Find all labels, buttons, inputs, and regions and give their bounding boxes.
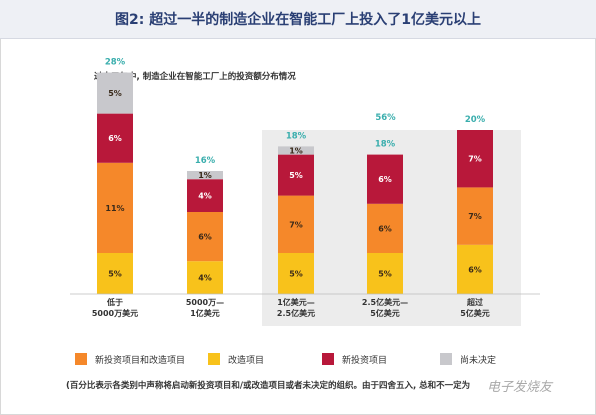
bar-value-label: 4%	[198, 192, 212, 201]
legend-label: 新投资项目和改造项目	[95, 353, 185, 366]
total-label: 18%	[375, 140, 396, 150]
bar-value-label: 5%	[289, 270, 303, 279]
legend-swatch	[75, 353, 87, 365]
bar-value-label: 6%	[198, 233, 212, 242]
total-label: 28%	[105, 58, 126, 68]
legend-label: 改造项目	[228, 353, 264, 366]
bar-value-label: 1%	[289, 147, 303, 156]
category-label: 1亿美元—	[277, 297, 315, 307]
legend-swatch	[440, 353, 452, 365]
footnote: (百分比表示各类别中声称将启动新投资项目和/或改造项目或者未决定的组织。由于四舍…	[66, 379, 486, 391]
bar-value-label: 1%	[198, 171, 212, 180]
legend-swatch	[322, 353, 334, 365]
category-label: 2.5亿美元	[277, 308, 315, 318]
legend-label: 尚未决定	[460, 353, 496, 366]
bar-value-label: 5%	[289, 171, 303, 180]
legend-item: 改造项目	[208, 352, 264, 366]
bar-value-label: 6%	[468, 265, 482, 274]
total-label: 16%	[195, 156, 216, 166]
legend-item: 新投资项目和改造项目	[75, 352, 185, 366]
bar-value-label: 7%	[468, 212, 482, 221]
category-label: 2.5亿美元—	[362, 297, 408, 307]
group-total-label: 56%	[375, 113, 396, 123]
category-label: 超过	[466, 297, 483, 307]
category-label: 低于	[106, 297, 123, 307]
bar-value-label: 5%	[108, 89, 122, 98]
bar-value-label: 6%	[378, 175, 392, 184]
category-label: 5亿美元	[370, 308, 400, 318]
bar-value-label: 5%	[378, 270, 392, 279]
total-label: 20%	[465, 115, 486, 125]
category-label: 5000万美元	[92, 308, 138, 318]
category-label: 1亿美元	[190, 308, 220, 318]
bar-value-label: 7%	[289, 220, 303, 229]
bar-value-label: 6%	[378, 224, 392, 233]
category-label: 5000万—	[186, 298, 224, 307]
bar-value-label: 11%	[105, 204, 124, 213]
bar-value-label: 5%	[108, 270, 122, 279]
category-label: 5亿美元	[460, 308, 490, 318]
bar-value-label: 6%	[108, 134, 122, 143]
total-label: 18%	[286, 131, 307, 141]
bar-value-label: 4%	[198, 274, 212, 283]
bar-value-label: 7%	[468, 155, 482, 164]
watermark: 电子发烧友	[487, 376, 552, 395]
legend-label: 新投资项目	[342, 353, 387, 366]
legend-item: 新投资项目	[322, 352, 387, 366]
legend-swatch	[208, 353, 220, 365]
legend-item: 尚未决定	[440, 352, 496, 366]
